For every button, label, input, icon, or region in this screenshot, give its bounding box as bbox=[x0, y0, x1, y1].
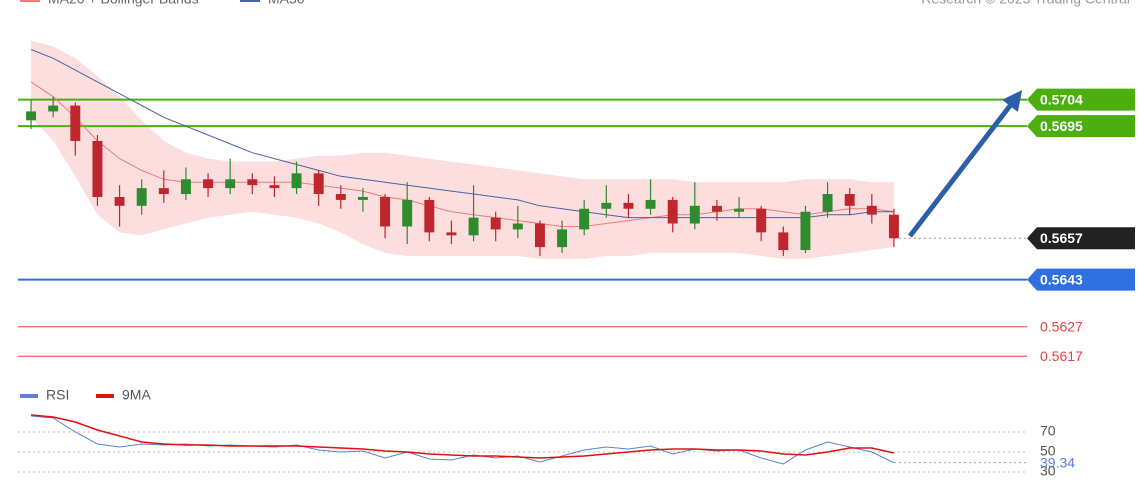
candle-body bbox=[778, 232, 789, 251]
candle-body bbox=[203, 179, 214, 189]
candle-body bbox=[313, 173, 324, 195]
candle-body bbox=[357, 196, 368, 200]
rsi-line bbox=[31, 415, 895, 465]
candle-body bbox=[180, 179, 191, 195]
moving-average-line bbox=[30, 49, 894, 219]
candle-body bbox=[490, 217, 501, 230]
level-label: 0.5704 bbox=[1040, 91, 1083, 107]
candle-body bbox=[92, 140, 103, 197]
candle-body bbox=[534, 223, 545, 248]
candle-body bbox=[291, 173, 302, 189]
candle-body bbox=[158, 188, 169, 195]
candle-body bbox=[734, 208, 745, 212]
candle-body bbox=[623, 202, 634, 209]
candle-body bbox=[844, 194, 855, 206]
candle-body bbox=[601, 202, 612, 209]
legend-label: MA50 bbox=[268, 0, 305, 7]
level-tag bbox=[1027, 268, 1135, 291]
candle-body bbox=[380, 196, 391, 227]
rsi-current-label: 39.34 bbox=[1040, 454, 1075, 470]
level-label: 0.5617 bbox=[1040, 348, 1083, 364]
legend-label: MA20 + Bollinger Bands bbox=[48, 0, 199, 7]
legend-label: 9MA bbox=[122, 387, 151, 403]
candle-body bbox=[269, 185, 280, 189]
candle-body bbox=[512, 223, 523, 230]
candle-body bbox=[114, 196, 125, 206]
candle-body bbox=[822, 194, 833, 212]
level-tag bbox=[1027, 88, 1135, 111]
candle-body bbox=[48, 105, 59, 112]
rsi-tick-label: 50 bbox=[1040, 443, 1056, 459]
forecast-arrow bbox=[908, 90, 1023, 238]
candle-body bbox=[888, 214, 899, 239]
candle-body bbox=[136, 188, 147, 206]
candle-body bbox=[468, 217, 479, 236]
level-tag bbox=[1027, 227, 1135, 250]
candle-body bbox=[70, 105, 81, 141]
candle-body bbox=[667, 199, 678, 224]
source-label: Research © 2023 Trading Central bbox=[921, 0, 1130, 7]
candle-body bbox=[866, 205, 877, 215]
legend-label: RSI bbox=[46, 387, 69, 403]
candle-body bbox=[800, 211, 811, 251]
candle-body bbox=[402, 199, 413, 227]
candle-body bbox=[579, 208, 590, 230]
candle-body bbox=[689, 205, 700, 224]
bollinger-band bbox=[31, 40, 894, 259]
level-label: 0.5627 bbox=[1040, 318, 1083, 334]
candle-body bbox=[756, 208, 767, 233]
level-label: 0.5657 bbox=[1040, 230, 1083, 246]
candle-body bbox=[645, 199, 656, 209]
candle-body bbox=[225, 179, 236, 189]
rsi-tick-label: 30 bbox=[1040, 463, 1056, 479]
rsi-tick-label: 70 bbox=[1040, 423, 1056, 439]
candle-body bbox=[26, 111, 37, 121]
candle-body bbox=[711, 205, 722, 212]
moving-average-line bbox=[30, 81, 894, 227]
level-tag bbox=[1027, 115, 1135, 138]
rsi-line bbox=[31, 414, 895, 459]
candle-body bbox=[247, 179, 258, 186]
candle-body bbox=[335, 194, 346, 200]
level-label: 0.5695 bbox=[1040, 118, 1083, 134]
candle-body bbox=[446, 232, 457, 236]
level-label: 0.5643 bbox=[1040, 271, 1083, 287]
candle-body bbox=[557, 229, 568, 248]
candle-body bbox=[424, 199, 435, 233]
